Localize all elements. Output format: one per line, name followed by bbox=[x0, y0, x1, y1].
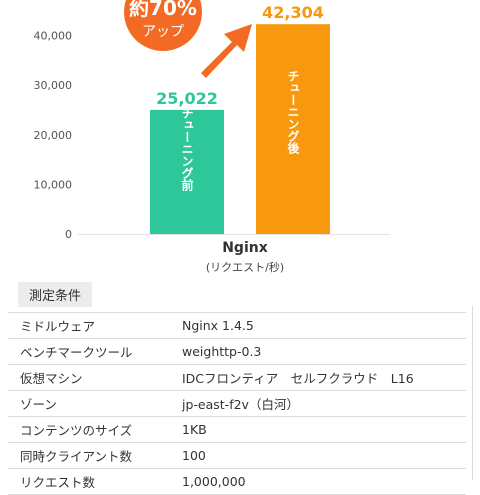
bar bbox=[256, 24, 330, 234]
bar bbox=[150, 109, 224, 234]
condition-key: 同時クライアント数 bbox=[8, 442, 170, 469]
bar-value-label: 25,022 bbox=[156, 89, 218, 108]
table-row: コンテンツのサイズ 1KB bbox=[8, 416, 466, 443]
y-tick-label: 30,000 bbox=[34, 79, 73, 92]
table-row: ミドルウェア Nginx 1.4.5 bbox=[8, 312, 466, 339]
table-right-border bbox=[472, 306, 473, 480]
x-axis-label: Nginx bbox=[222, 240, 268, 256]
bar-value-label: 42,304 bbox=[262, 3, 324, 22]
bar-category-label: チューニング後 bbox=[286, 70, 300, 155]
condition-value: weighttp-0.3 bbox=[170, 338, 466, 365]
condition-value: 1KB bbox=[170, 416, 466, 443]
y-tick-label: 0 bbox=[65, 228, 72, 240]
y-tick-label: 10,000 bbox=[34, 178, 73, 191]
condition-key: 仮想マシン bbox=[8, 364, 170, 391]
table-row: 同時クライアント数 100 bbox=[8, 442, 466, 469]
table-row: 仮想マシン IDCフロンティア セルフクラウド L16 bbox=[8, 364, 466, 391]
condition-key: ミドルウェア bbox=[8, 312, 170, 339]
condition-key: リクエスト数 bbox=[8, 468, 170, 495]
condition-value: 100 bbox=[170, 442, 466, 469]
condition-value: IDCフロンティア セルフクラウド L16 bbox=[170, 364, 466, 391]
badge-up-text: アップ bbox=[142, 24, 184, 40]
condition-key: コンテンツのサイズ bbox=[8, 416, 170, 443]
badge-percent-text: 約70% bbox=[129, 0, 197, 20]
increase-arrow-icon bbox=[201, 24, 252, 78]
conditions-title: 測定条件 bbox=[18, 282, 93, 307]
x-axis-sublabel: (リクエスト/秒) bbox=[205, 261, 285, 274]
condition-value: 1,000,000 bbox=[170, 468, 466, 495]
condition-key: ベンチマークツール bbox=[8, 338, 170, 365]
condition-value: jp-east-f2v（白河） bbox=[170, 390, 466, 417]
table-row: ゾーン jp-east-f2v（白河） bbox=[8, 390, 466, 417]
y-tick-label: 40,000 bbox=[34, 30, 73, 43]
table-row: リクエスト数 1,000,000 bbox=[8, 468, 466, 495]
conditions-table: ミドルウェア Nginx 1.4.5 ベンチマークツール weighttp-0.3 仮想… bbox=[8, 312, 466, 495]
table-row: ベンチマークツール weighttp-0.3 bbox=[8, 338, 466, 365]
y-tick-label: 20,000 bbox=[34, 129, 73, 142]
increase-badge bbox=[124, 0, 202, 51]
condition-value: Nginx 1.4.5 bbox=[170, 312, 466, 339]
condition-key: ゾーン bbox=[8, 390, 170, 417]
bar-category-label: チューニング前 bbox=[180, 107, 194, 192]
